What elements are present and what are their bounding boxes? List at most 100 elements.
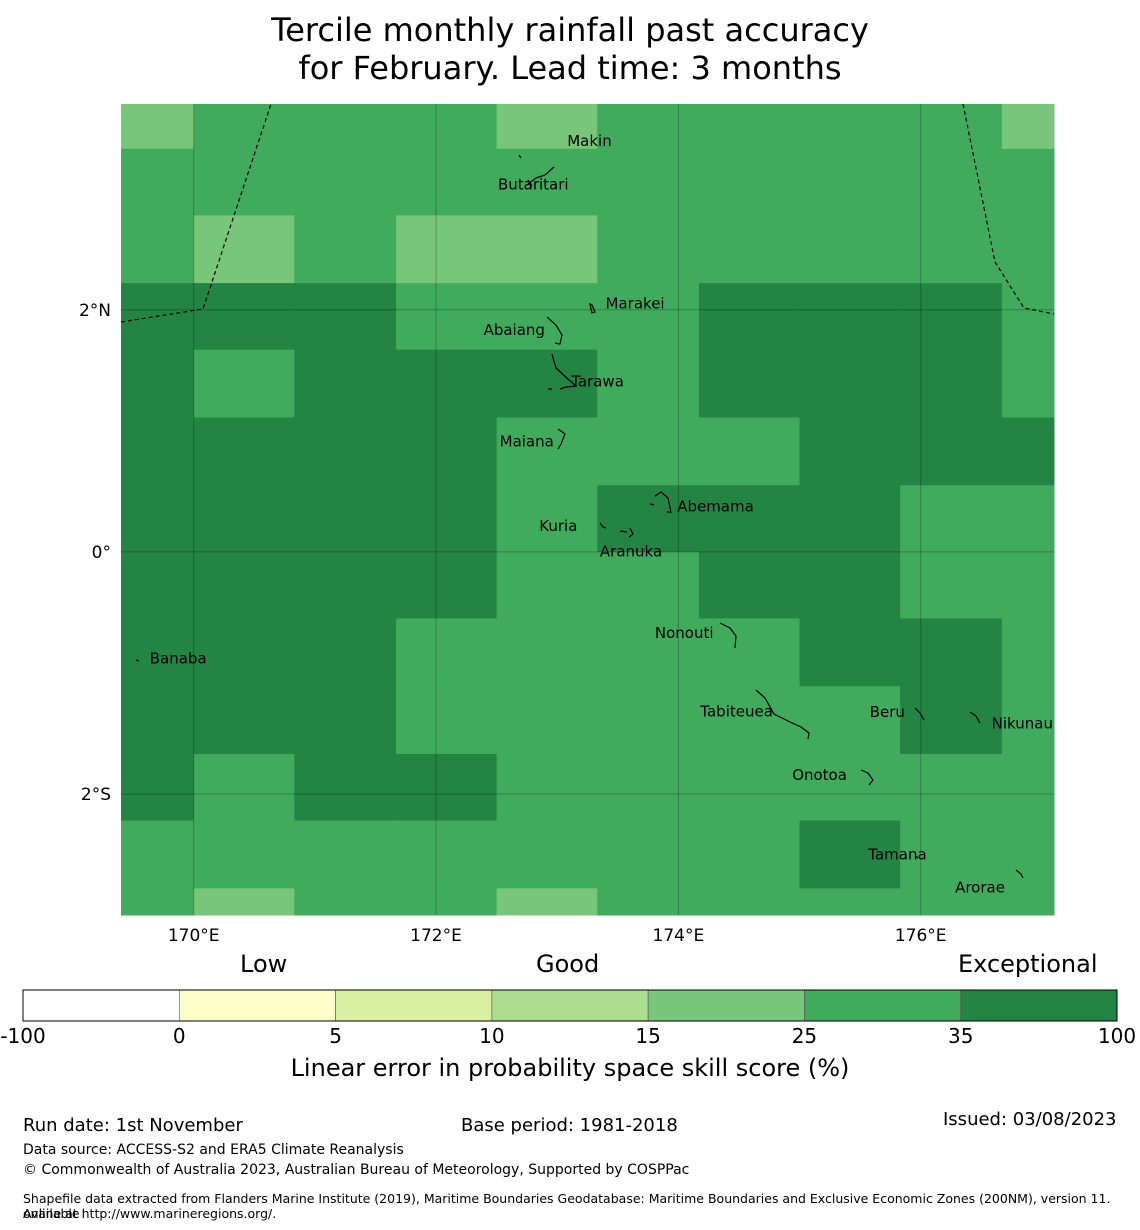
grid-cell	[597, 888, 700, 916]
colorbar-tick-label: 15	[635, 1024, 661, 1048]
coastline-tamana	[914, 855, 919, 859]
grid-cell	[799, 551, 901, 619]
grid-cell	[900, 820, 1003, 889]
colorbar-segment	[491, 989, 649, 1022]
grid-cell	[1001, 618, 1055, 687]
grid-cell	[294, 283, 397, 351]
grid-cell	[496, 104, 598, 150]
coastline-tabiteuea	[755, 689, 810, 740]
grid-cell	[121, 485, 195, 553]
grid-cell	[799, 485, 901, 553]
colorbar-tick-label: 100	[1097, 1024, 1137, 1048]
grid-cell	[698, 349, 801, 419]
grid-cell	[900, 104, 1003, 150]
grid-cell	[799, 417, 901, 486]
grid-cell	[1001, 888, 1055, 916]
island-label-onotoa: Onotoa	[792, 766, 847, 784]
lat-tick-label: 2°S	[81, 785, 111, 805]
grid-cell	[1001, 104, 1055, 150]
colorbar-tick-label: 35	[947, 1024, 974, 1048]
grid-cell	[121, 820, 195, 889]
grid-cell	[1001, 417, 1055, 486]
grid-cell	[193, 215, 295, 284]
grid-cell	[121, 551, 195, 619]
grid-cell	[698, 888, 801, 916]
island-labels: Makin Butaritari Marakei Abaiang Tarawa Maian…	[150, 132, 1053, 897]
grid-cell	[496, 888, 598, 916]
grid-cell	[597, 148, 700, 216]
island-label-tarawa: Tarawa	[570, 372, 624, 390]
coastline-beru	[914, 707, 925, 721]
grid-cell	[1001, 148, 1055, 216]
colorbar-segment	[22, 989, 180, 1022]
grid-cell	[799, 618, 901, 687]
colorbar-segment	[335, 989, 493, 1022]
run-date: Run date: 1st November	[23, 1115, 243, 1136]
island-label-nikunau: Nikunau	[992, 715, 1053, 733]
grid-cell	[496, 215, 598, 284]
grid-cell	[799, 283, 901, 351]
lon-tick-label: 174°E	[653, 926, 705, 946]
grid-cell	[496, 618, 598, 687]
lon-tick-label: 170°E	[168, 926, 220, 946]
grid-cell	[698, 417, 801, 486]
grid-cell	[698, 618, 801, 687]
grid-cell	[698, 104, 801, 150]
colorbar-tick-label: 10	[479, 1024, 505, 1048]
grid-cell	[496, 349, 598, 419]
eez-boundary-west	[120, 103, 272, 323]
grid-cell	[396, 215, 498, 284]
island-label-butaritari: Butaritari	[498, 175, 569, 193]
grid-cell	[799, 215, 901, 284]
shapefile-credit-line-1: Shapefile data extracted from Flanders M…	[23, 1191, 1111, 1221]
grid-cell	[121, 215, 195, 284]
colorbar-segment	[647, 989, 805, 1022]
grid-cell	[121, 686, 195, 755]
grid-cell	[799, 754, 901, 822]
grid-cell	[900, 888, 1003, 916]
coastline-butaritari	[527, 166, 555, 187]
colorbar-title: Linear error in probability space skill …	[290, 1054, 850, 1082]
grid-cell	[1001, 349, 1055, 419]
grid-cell	[121, 888, 195, 916]
colorbar-frame	[22, 989, 1118, 1022]
grid-cell	[900, 754, 1003, 822]
grid-cell	[799, 820, 901, 889]
grid-cell	[496, 417, 598, 486]
eez-boundaries	[120, 103, 1055, 323]
grid-cell	[396, 283, 498, 351]
colorbar-tick-label: -100	[0, 1024, 46, 1048]
grid-cell	[193, 485, 295, 553]
coastline-nonouti	[719, 622, 737, 649]
grid-cell	[121, 417, 195, 486]
grid-cell	[496, 551, 598, 619]
lon-tick-label: 176°E	[895, 926, 947, 946]
grid-cell	[193, 283, 295, 351]
island-label-arorae: Arorae	[955, 879, 1005, 897]
grid-cell	[597, 283, 700, 351]
grid-cell	[294, 148, 397, 216]
grid-cell	[193, 820, 295, 889]
grid-cell	[193, 349, 295, 419]
grid-cell	[698, 148, 801, 216]
island-coastlines	[135, 154, 1024, 879]
grid-cell	[121, 618, 195, 687]
grid-cell	[698, 686, 801, 755]
coastline-abaiang	[546, 316, 563, 345]
grid-cell	[193, 104, 295, 150]
grid-cell	[121, 349, 195, 419]
chart-title-line-2: for February. Lead time: 3 months	[298, 49, 842, 87]
colorbar	[22, 989, 1118, 1022]
lat-tick-label: 2°N	[79, 301, 111, 321]
grid-cell	[396, 686, 498, 755]
grid-cell	[121, 148, 195, 216]
grid-cell	[1001, 820, 1055, 889]
grid-cell	[396, 820, 498, 889]
colorbar-segment	[178, 989, 336, 1022]
island-label-aranuka: Aranuka	[600, 542, 662, 560]
skill-grid	[121, 104, 1055, 916]
colorbar-tick-label: 25	[791, 1024, 818, 1048]
issued-date: Issued: 03/08/2023	[943, 1109, 1117, 1130]
grid-cell	[396, 417, 498, 486]
shapefile-credit-line-2: online at http://www.marineregions.org/.	[23, 1206, 277, 1221]
